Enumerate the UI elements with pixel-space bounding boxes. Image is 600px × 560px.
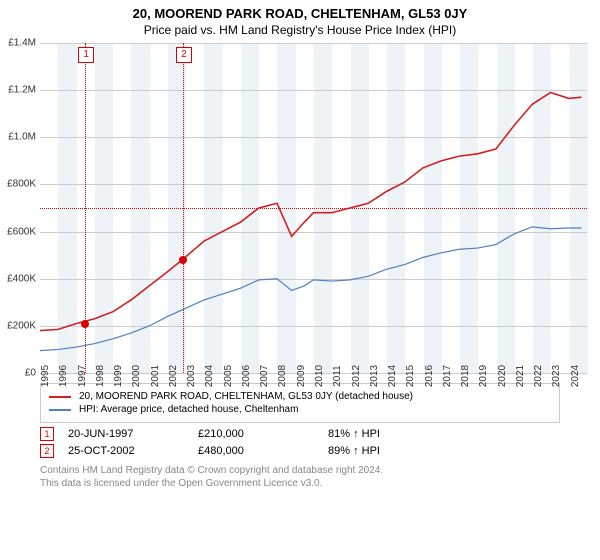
legend-row-price: 20, MOOREND PARK ROAD, CHELTENHAM, GL53 … — [49, 391, 551, 402]
legend-swatch-price — [49, 396, 71, 398]
sale-delta: 89% ↑ HPI — [328, 445, 380, 457]
sale-marker: 2 — [40, 444, 54, 458]
y-axis-label: £1.2M — [8, 85, 36, 96]
footer: Contains HM Land Registry data © Crown c… — [40, 464, 560, 490]
y-axis-label: £800K — [7, 179, 36, 190]
legend: 20, MOOREND PARK ROAD, CHELTENHAM, GL53 … — [40, 383, 560, 423]
legend-swatch-hpi — [49, 409, 71, 411]
sales-list: 1 20-JUN-1997 £210,000 81% ↑ HPI 2 25-OC… — [40, 427, 560, 458]
legend-label-hpi: HPI: Average price, detached house, Chel… — [79, 404, 298, 415]
sale-dot — [81, 320, 89, 328]
footer-line: This data is licensed under the Open Gov… — [40, 477, 560, 490]
sale-marker: 1 — [40, 427, 54, 441]
y-axis-label: £400K — [7, 273, 36, 284]
sale-dot — [179, 256, 187, 264]
y-axis-label: £600K — [7, 226, 36, 237]
sale-row: 1 20-JUN-1997 £210,000 81% ↑ HPI — [40, 427, 560, 441]
legend-label-price: 20, MOOREND PARK ROAD, CHELTENHAM, GL53 … — [79, 391, 413, 402]
y-axis-label: £0 — [25, 368, 36, 379]
price-chart: £0£200K£400K£600K£800K£1.0M£1.2M£1.4M199… — [40, 43, 588, 373]
y-axis-label: £200K — [7, 320, 36, 331]
y-axis-label: £1.0M — [8, 132, 36, 143]
sale-price: £210,000 — [198, 428, 328, 440]
y-axis-label: £1.4M — [8, 38, 36, 49]
legend-row-hpi: HPI: Average price, detached house, Chel… — [49, 404, 551, 415]
sale-row: 2 25-OCT-2002 £480,000 89% ↑ HPI — [40, 444, 560, 458]
chart-subtitle: Price paid vs. HM Land Registry's House … — [0, 23, 600, 43]
sale-date: 20-JUN-1997 — [68, 428, 198, 440]
sale-date: 25-OCT-2002 — [68, 445, 198, 457]
footer-line: Contains HM Land Registry data © Crown c… — [40, 464, 560, 477]
sale-price: £480,000 — [198, 445, 328, 457]
sale-delta: 81% ↑ HPI — [328, 428, 380, 440]
chart-title: 20, MOOREND PARK ROAD, CHELTENHAM, GL53 … — [0, 0, 600, 23]
